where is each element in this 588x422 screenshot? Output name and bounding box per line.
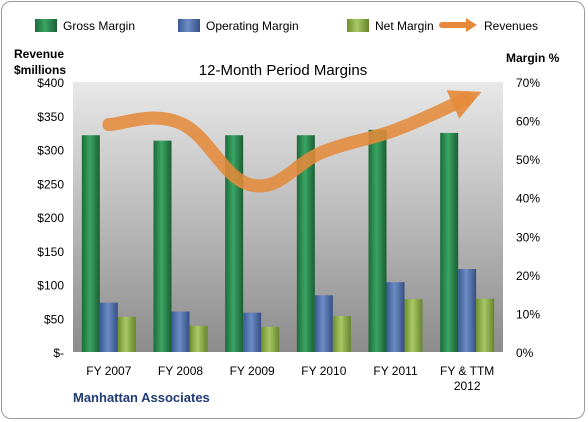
plot-area [73, 82, 503, 352]
bars [81, 129, 495, 352]
gross-margin-bar [153, 140, 172, 352]
y-right-tick-label: 50% [516, 153, 540, 167]
y-left-tick-label: $400 [37, 76, 64, 90]
gross-margin-bar [368, 129, 387, 352]
x-tick-label: FY 2009 [230, 364, 275, 378]
operating-margin-bar [386, 282, 405, 352]
operating-margin-bar [458, 269, 477, 352]
operating-margin-bar [314, 295, 333, 352]
revenues-line-group [102, 90, 482, 193]
y-right-axis: 0% 10% 20% 30% 40% 50% 60% 70% [516, 76, 540, 360]
y-right-label: Margin % [506, 51, 560, 65]
y-right-tick-label: 60% [516, 115, 540, 129]
operating-margin-bar [171, 311, 190, 352]
gross-margin-bar [225, 135, 244, 352]
net-margin-bar [476, 298, 495, 352]
net-margin-bar [404, 299, 423, 352]
net-margin-bar [332, 316, 351, 352]
legend-swatch [347, 19, 369, 32]
operating-margin-bar [99, 302, 118, 352]
chart-title: 12-Month Period Margins [199, 62, 367, 79]
y-right-tick-label: 70% [516, 76, 540, 90]
legend-label: Operating Margin [206, 19, 299, 33]
y-right-tick-label: 40% [516, 192, 540, 206]
operating-margin-bar [243, 312, 262, 352]
legend-label: Net Margin [375, 19, 434, 33]
y-left-tick-label: $350 [37, 110, 64, 124]
y-left-tick-label: $200 [37, 211, 64, 225]
x-tick-label: 2012 [454, 379, 481, 393]
revenues-line [102, 90, 482, 193]
legend-swatch [178, 19, 200, 32]
legend-swatch [35, 19, 57, 32]
y-right-tick-label: 20% [516, 269, 540, 283]
x-tick-label: FY 2011 [373, 364, 418, 378]
company-name: Manhattan Associates [73, 390, 210, 405]
y-left-tick-label: $150 [37, 245, 64, 259]
y-left-tick-label: $50 [44, 312, 64, 326]
gross-margin-bar [296, 135, 315, 352]
gross-margin-bar [81, 135, 100, 352]
y-left-tick-label: $- [53, 346, 64, 360]
legend-arrowhead [466, 18, 477, 32]
y-right-tick-label: 0% [516, 346, 534, 360]
legend: Gross Margin Operating Margin Net Margin Re… [35, 18, 538, 33]
y-left-tick-label: $100 [37, 279, 64, 293]
y-left-axis: $- $50 $100 $150 $200 $250 $300 $350 $400 [37, 76, 64, 360]
net-margin-bar [261, 326, 280, 352]
y-left-label-line2: $millions [14, 63, 66, 77]
net-margin-bar [117, 316, 136, 352]
net-margin-bar [189, 325, 208, 352]
gross-margin-bar [440, 132, 459, 352]
x-axis: FY 2007 FY 2008 FY 2009 FY 2010 FY 2011 FY & … [86, 364, 494, 393]
x-tick-label: FY 2008 [158, 364, 203, 378]
y-left-tick-label: $250 [37, 177, 64, 191]
x-tick-label: FY 2007 [86, 364, 131, 378]
y-left-tick-label: $300 [37, 144, 64, 158]
x-tick-label: FY & TTM [440, 364, 494, 378]
chart-canvas: Gross Margin Operating Margin Net Margin Re… [14, 18, 560, 405]
y-right-tick-label: 30% [516, 230, 540, 244]
legend-label: Gross Margin [63, 19, 135, 33]
y-right-tick-label: 10% [516, 307, 540, 321]
x-tick-label: FY 2010 [301, 364, 346, 378]
legend-label: Revenues [484, 19, 538, 33]
y-left-label-line1: Revenue [14, 47, 64, 61]
